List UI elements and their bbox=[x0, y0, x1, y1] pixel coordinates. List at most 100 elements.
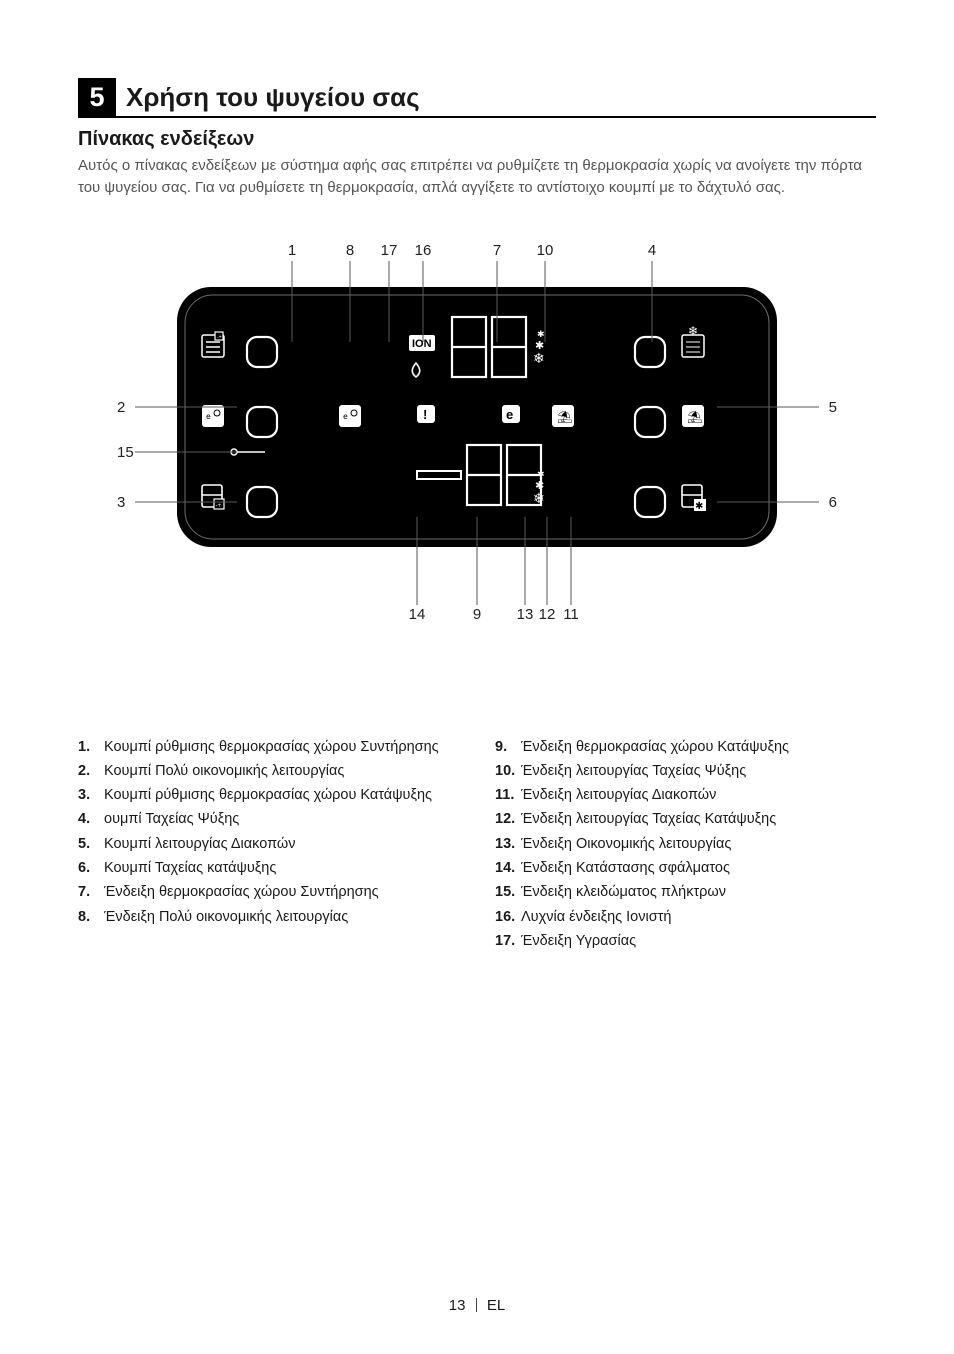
legend-item-text: Κουμπί Ταχείας κατάψυξης bbox=[104, 858, 459, 878]
ion-icon: ION bbox=[409, 335, 435, 351]
legend-item-text: Κουμπί ρύθμισης θερμοκρασίας χώρου Συντή… bbox=[104, 737, 459, 757]
svg-text:❄: ❄ bbox=[533, 490, 545, 506]
legend-item: 8.Ένδειξη Πολύ οικονομικής λειτουργίας bbox=[78, 907, 459, 927]
legend-item: 12.Ένδειξη λειτουργίας Ταχείας Κατάψυξης bbox=[495, 809, 876, 829]
legend-item: 11.Ένδειξη λειτουργίας Διακοπών bbox=[495, 785, 876, 805]
legend-item: 17.Ένδειξη Υγρασίας bbox=[495, 931, 876, 951]
section-number: 5 bbox=[78, 78, 116, 116]
page-lang: EL bbox=[487, 1297, 505, 1314]
legend-item-text: Κουμπί ρύθμισης θερμοκρασίας χώρου Κατάψ… bbox=[104, 785, 459, 805]
svg-text:⛱: ⛱ bbox=[557, 410, 572, 424]
svg-text:e: e bbox=[343, 412, 348, 421]
legend-item-number: 6. bbox=[78, 858, 104, 878]
callout-number: 5 bbox=[829, 399, 837, 416]
legend-item-text: Ένδειξη Κατάστασης σφάλματος bbox=[521, 858, 876, 878]
legend-item-number: 16. bbox=[495, 907, 521, 927]
svg-text:-+: -+ bbox=[217, 334, 222, 340]
page-number: 13 bbox=[449, 1297, 466, 1314]
legend-item-number: 12. bbox=[495, 809, 521, 829]
legend-item-text: Ένδειξη θερμοκρασίας χώρου Κατάψυξης bbox=[521, 737, 876, 757]
legend-item: 5.Κουμπί λειτουργίας Διακοπών bbox=[78, 834, 459, 854]
legend-item-text: Ένδειξη λειτουργίας Διακοπών bbox=[521, 785, 876, 805]
control-panel-diagram: -+e-+❄⛱✱eION!e⛱✱✱❄✱✱❄1817167104149131211… bbox=[87, 227, 867, 657]
svg-text:✱: ✱ bbox=[695, 501, 703, 512]
legend-columns: 1.Κουμπί ρύθμισης θερμοκρασίας χώρου Συν… bbox=[78, 737, 876, 956]
callout-number: 12 bbox=[539, 606, 556, 623]
legend-item: 16.Λυχνία ένδειξης Ιονιστή bbox=[495, 907, 876, 927]
svg-text:❄: ❄ bbox=[688, 324, 698, 338]
callout-number: 2 bbox=[117, 399, 125, 416]
intro-paragraph: Αυτός ο πίνακας ενδείξεων με σύστημα αφή… bbox=[78, 155, 876, 199]
svg-text:ION: ION bbox=[412, 338, 432, 350]
legend-item-number: 1. bbox=[78, 737, 104, 757]
svg-text:⛱: ⛱ bbox=[687, 410, 702, 424]
callout-number: 13 bbox=[517, 606, 534, 623]
legend-item-number: 4. bbox=[78, 809, 104, 829]
eco-small-icon: e bbox=[502, 405, 520, 423]
eco-icon: e bbox=[202, 405, 224, 427]
svg-text:❄: ❄ bbox=[533, 350, 545, 366]
callout-number: 6 bbox=[829, 494, 837, 511]
legend-item: 2.Κουμπί Πολύ οικονομικής λειτουργίας bbox=[78, 761, 459, 781]
callout-number: 7 bbox=[493, 242, 501, 259]
legend-item-text: Κουμπί Πολύ οικονομικής λειτουργίας bbox=[104, 761, 459, 781]
legend-item-number: 3. bbox=[78, 785, 104, 805]
legend-item-number: 7. bbox=[78, 882, 104, 902]
svg-text:e: e bbox=[206, 412, 211, 421]
legend-item: 9.Ένδειξη θερμοκρασίας χώρου Κατάψυξης bbox=[495, 737, 876, 757]
legend-item-number: 5. bbox=[78, 834, 104, 854]
svg-text:!: ! bbox=[423, 407, 427, 422]
callout-number: 9 bbox=[473, 606, 481, 623]
legend-item: 6.Κουμπί Ταχείας κατάψυξης bbox=[78, 858, 459, 878]
callout-number: 17 bbox=[381, 242, 398, 259]
callout-number: 16 bbox=[415, 242, 432, 259]
callout-number: 8 bbox=[346, 242, 354, 259]
callout-number: 3 bbox=[117, 494, 125, 511]
legend-item-number: 15. bbox=[495, 882, 521, 902]
legend-item-number: 11. bbox=[495, 785, 521, 805]
legend-item: 10.Ένδειξη λειτουργίας Ταχείας Ψύξης bbox=[495, 761, 876, 781]
legend-item-number: 10. bbox=[495, 761, 521, 781]
section-header: 5 Χρήση του ψυγείου σας bbox=[78, 78, 876, 118]
legend-item-number: 13. bbox=[495, 834, 521, 854]
vacation2-icon: ⛱ bbox=[552, 405, 574, 427]
legend-item-text: ουμπί Ταχείας Ψύξης bbox=[104, 809, 459, 829]
svg-text:e: e bbox=[506, 407, 513, 422]
legend-item-text: Ένδειξη λειτουργίας Ταχείας Κατάψυξης bbox=[521, 809, 876, 829]
legend-item-number: 17. bbox=[495, 931, 521, 951]
legend-item-text: Ένδειξη λειτουργίας Ταχείας Ψύξης bbox=[521, 761, 876, 781]
section-title: Χρήση του ψυγείου σας bbox=[126, 82, 420, 113]
page-footer: 13 EL bbox=[0, 1297, 954, 1314]
svg-text:✱: ✱ bbox=[537, 329, 545, 339]
callout-number: 14 bbox=[409, 606, 426, 623]
callout-number: 1 bbox=[288, 242, 296, 259]
legend-item-text: Ένδειξη Οικονομικής λειτουργίας bbox=[521, 834, 876, 854]
legend-item: 14.Ένδειξη Κατάστασης σφάλματος bbox=[495, 858, 876, 878]
svg-text:-+: -+ bbox=[216, 503, 222, 509]
vacation-icon: ⛱ bbox=[682, 405, 704, 427]
legend-item-number: 2. bbox=[78, 761, 104, 781]
legend-item: 13.Ένδειξη Οικονομικής λειτουργίας bbox=[495, 834, 876, 854]
alert-icon: ! bbox=[417, 405, 435, 423]
legend-item-text: Ένδειξη Πολύ οικονομικής λειτουργίας bbox=[104, 907, 459, 927]
legend-item-text: Λυχνία ένδειξης Ιονιστή bbox=[521, 907, 876, 927]
legend-item: 15.Ένδειξη κλειδώματος πλήκτρων bbox=[495, 882, 876, 902]
legend-item: 3.Κουμπί ρύθμισης θερμοκρασίας χώρου Κατ… bbox=[78, 785, 459, 805]
legend-item-number: 9. bbox=[495, 737, 521, 757]
eco-indicator-icon: e bbox=[339, 405, 361, 427]
legend-item-text: Ένδειξη Υγρασίας bbox=[521, 931, 876, 951]
legend-item: 7.Ένδειξη θερμοκρασίας χώρου Συντήρησης bbox=[78, 882, 459, 902]
footer-separator bbox=[476, 1298, 477, 1312]
legend-item-text: Ένδειξη θερμοκρασίας χώρου Συντήρησης bbox=[104, 882, 459, 902]
legend-item-text: Κουμπί λειτουργίας Διακοπών bbox=[104, 834, 459, 854]
callout-number: 10 bbox=[537, 242, 554, 259]
legend-item-number: 8. bbox=[78, 907, 104, 927]
legend-item: 4.ουμπί Ταχείας Ψύξης bbox=[78, 809, 459, 829]
legend-item: 1.Κουμπί ρύθμισης θερμοκρασίας χώρου Συν… bbox=[78, 737, 459, 757]
subsection-title: Πίνακας ενδείξεων bbox=[78, 128, 876, 151]
callout-number: 15 bbox=[117, 444, 134, 461]
callout-number: 4 bbox=[648, 242, 656, 259]
legend-item-text: Ένδειξη κλειδώματος πλήκτρων bbox=[521, 882, 876, 902]
callout-number: 11 bbox=[563, 606, 579, 623]
legend-item-number: 14. bbox=[495, 858, 521, 878]
